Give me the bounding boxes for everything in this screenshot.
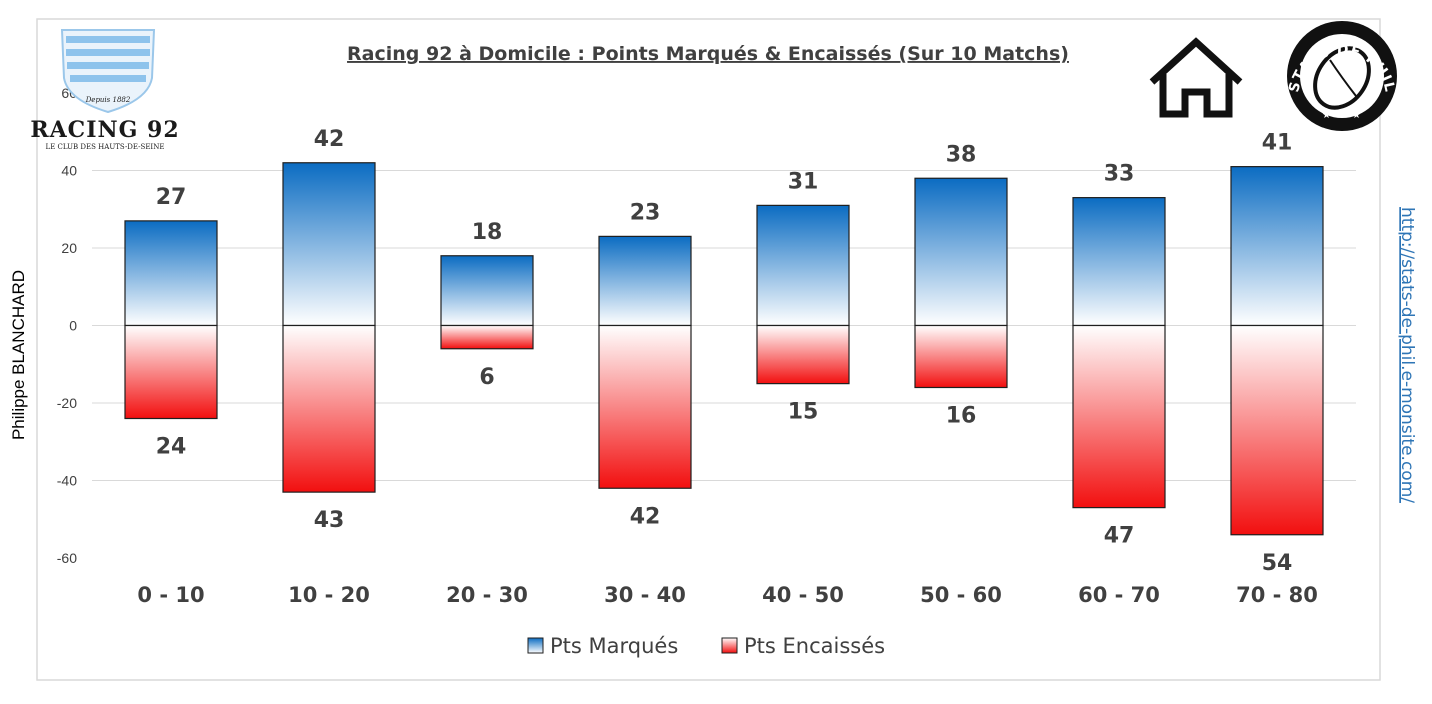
bar-pts-encaisses [440,324,534,350]
bar-pts-marques [756,204,850,327]
x-axis: 0 - 10 10 - 20 20 - 30 30 - 40 40 - 50 50 - 6… [137,583,1317,607]
legend-label-marques: Pts Marqués [550,634,678,658]
bar-pts-encaisses [598,324,692,489]
x-tick-label: 60 - 70 [1078,583,1160,607]
bar-pts-encaisses [282,324,376,493]
bar-pts-encaisses [914,324,1008,389]
chart-frame [36,18,1381,681]
data-label-encaisses: 6 [479,365,494,390]
bars [124,162,1324,536]
data-label-marques: 23 [630,200,661,225]
y-tick-label: -60 [57,550,77,566]
bar-pts-encaisses [756,324,850,385]
x-tick-label: 10 - 20 [288,583,370,607]
bar-pts-marques [914,177,1008,327]
home-icon [1149,37,1243,118]
bar-pts-encaisses [1072,324,1166,509]
club-name: RACING 92 [30,117,179,143]
y-tick-label: 0 [69,318,77,334]
data-label-encaisses: 54 [1262,551,1293,576]
data-label-encaisses: 15 [788,400,819,425]
bar-pts-marques [1072,197,1166,327]
data-label-encaisses: 24 [156,435,187,460]
y-tick-label: -20 [57,395,77,411]
y-tick-label: -40 [57,473,77,489]
svg-text:★: ★ [1352,110,1361,121]
racing-92-logo: Depuis 1882 RACING 92 LE CLUB DES HAUTS-… [30,29,179,151]
author-label: Philippe BLANCHARD [9,270,28,440]
bar-pts-encaisses [1230,324,1324,536]
data-label-marques: 38 [946,142,977,167]
bar-pts-marques [598,235,692,327]
data-label-marques: 27 [156,185,187,210]
bar-pts-marques [124,220,218,327]
x-tick-label: 40 - 50 [762,583,844,607]
data-label-marques: 18 [472,220,503,245]
svg-text:★: ★ [1322,110,1331,121]
y-tick-label: 20 [61,240,77,256]
y-tick-label: 40 [61,163,77,179]
x-tick-label: 70 - 80 [1236,583,1318,607]
data-label-marques: 42 [314,127,345,152]
data-label-marques: 31 [788,169,819,194]
x-tick-label: 0 - 10 [137,583,204,607]
club-tagline: LE CLUB DES HAUTS-DE-SEINE [46,143,165,151]
data-label-marques: 33 [1104,162,1135,187]
data-label-encaisses: 42 [630,504,661,529]
data-label-marques: 41 [1262,131,1293,156]
bar-pts-marques [282,162,376,327]
legend-swatch-encaisses [721,637,738,654]
data-label-encaisses: 43 [314,508,345,533]
data-label-encaisses: 16 [946,404,977,429]
club-motto: Depuis 1882 [85,96,131,104]
legend: Pts Marqués Pts Encaissés [527,634,885,658]
data-labels: 27 24 42 43 18 6 23 42 31 15 38 16 33 47 41 54 [156,127,1293,576]
x-tick-label: 50 - 60 [920,583,1002,607]
x-tick-label: 20 - 30 [446,583,528,607]
bar-pts-marques [440,255,534,327]
legend-label-encaisses: Pts Encaissés [744,634,885,658]
x-tick-label: 30 - 40 [604,583,686,607]
website-link[interactable]: http://stats-de-phil.e-monsite.com/ [1397,207,1417,503]
bar-pts-marques [1230,166,1324,327]
chart-title: Racing 92 à Domicile : Points Marqués & … [347,43,1069,65]
stats-de-phil-badge: ★ ★ STATS DE PHIL [1286,21,1397,131]
bar-pts-encaisses [124,324,218,420]
legend-swatch-marques [527,637,544,654]
data-label-encaisses: 47 [1104,524,1135,549]
